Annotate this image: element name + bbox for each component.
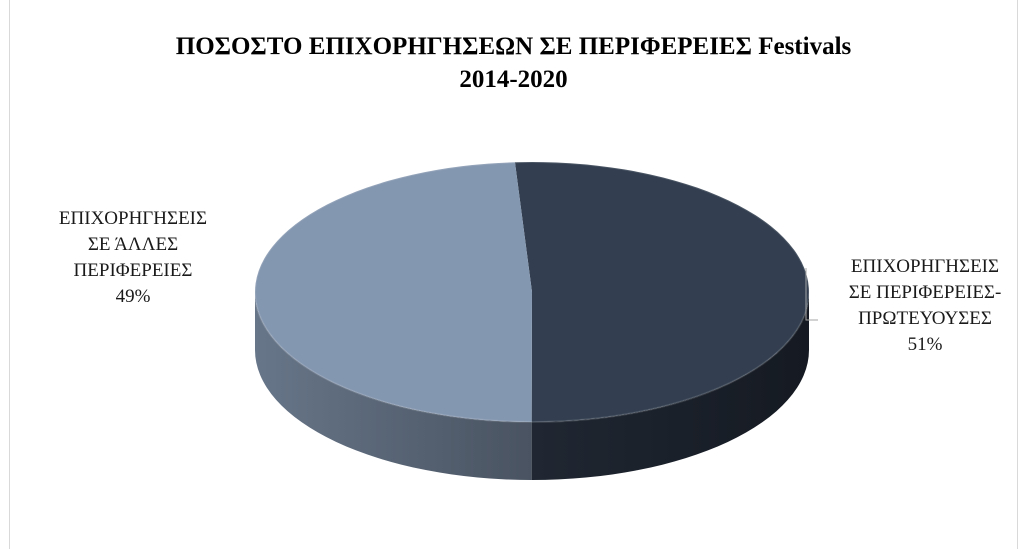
chart-title-line-1: ΠΟΣΟΣΤΟ ΕΠΙΧΟΡΗΓΗΣΕΩΝ ΣΕ ΠΕΡΙΦΕΡΕΙΕΣ Fes… xyxy=(175,33,852,60)
data-label-capital-regions-line-2: ΣΕ ΠΕΡΙΦΕΡΕΙΕΣ- xyxy=(848,282,1002,303)
data-label-capital-regions-percent: 51% xyxy=(907,334,943,355)
pie-rim xyxy=(254,161,810,423)
pie-slice-side-0 xyxy=(531,292,809,480)
data-label-capital-regions-line-1: ΕΠΙΧΟΡΗΓΗΣΕΙΣ xyxy=(850,256,1000,277)
data-label-other-regions-line-1: ΕΠΙΧΟΡΗΓΗΣΕΙΣ xyxy=(58,208,208,229)
chart-title: ΠΟΣΟΣΤΟ ΕΠΙΧΟΡΗΓΗΣΕΩΝ ΣΕ ΠΕΡΙΦΕΡΕΙΕΣ Fes… xyxy=(10,30,1017,96)
leader-line xyxy=(805,268,818,321)
data-label-capital-regions: ΕΠΙΧΟΡΗΓΗΣΕΙΣ ΣΕ ΠΕΡΙΦΕΡΕΙΕΣ- ΠΡΩΤΕΥΟΥΣΕ… xyxy=(820,254,1026,358)
data-label-other-regions-percent: 49% xyxy=(115,286,151,307)
pie-slice-side-1 xyxy=(255,292,532,480)
pie-slice-1 xyxy=(254,162,532,422)
data-label-capital-regions-line-3: ΠΡΩΤΕΥΟΥΣΕΣ xyxy=(858,308,992,329)
pie-slice-0 xyxy=(514,162,809,423)
data-label-other-regions-line-2: ΣΕ ΆΛΛΕΣ xyxy=(87,234,179,255)
chart-title-line-2: 2014-2020 xyxy=(459,66,568,93)
chart-area: ΠΟΣΟΣΤΟ ΕΠΙΧΟΡΗΓΗΣΕΩΝ ΣΕ ΠΕΡΙΦΕΡΕΙΕΣ Fes… xyxy=(9,0,1018,549)
data-label-other-regions: ΕΠΙΧΟΡΗΓΗΣΕΙΣ ΣΕ ΆΛΛΕΣ ΠΕΡΙΦΕΡΕΙΕΣ 49% xyxy=(28,206,238,310)
data-label-other-regions-line-3: ΠΕΡΙΦΕΡΕΙΕΣ xyxy=(73,260,193,281)
